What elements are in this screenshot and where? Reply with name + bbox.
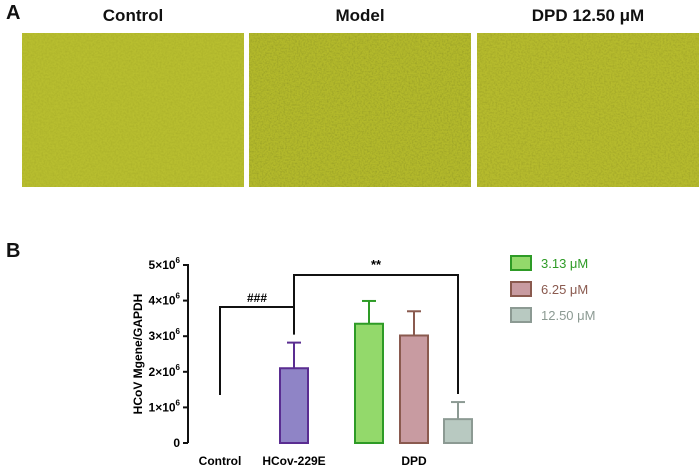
x-label-control: Control [199,454,242,468]
image-title-dpd: DPD 12.50 μM [531,6,645,25]
y-axis-title: HCoV Mgene/GAPDH [131,294,145,415]
image-title-model: Model [335,6,385,25]
bar-6-25-m [399,334,429,444]
legend-label: 6.25 μM [541,282,588,297]
bars [279,299,473,445]
panel-a-label: A [6,2,21,24]
y-tick-label: 2×106 [149,363,181,379]
image-title-control: Control [102,6,164,25]
bracket-control-vs-hcov [219,306,295,395]
bar-3-13-m [354,322,384,444]
legend-swatch [510,281,532,297]
y-tick-label: 1×106 [149,398,181,414]
significance-stars: ** [371,257,382,272]
legend-swatch [510,307,532,323]
legend-label: 3.13 μM [541,256,588,271]
y-tick-label: 4×106 [149,292,181,308]
micrograph-model [249,33,471,187]
x-axis-labels: Control HCov-229E DPD [199,454,427,468]
y-axis: 0 1×106 2×106 3×106 4×106 5×106 HCoV Mgene/GAP… [131,256,189,450]
bar-hcov-229e [279,367,309,445]
bar-chart: 0 1×106 2×106 3×106 4×106 5×106 HCoV Mgene/GAP… [131,255,595,468]
micrograph-control [22,33,244,187]
micrograph-dpd [477,33,699,187]
legend-label: 12.50 μM [541,308,595,323]
legend-swatch [510,255,532,271]
bracket-hcov-vs-dpd [293,274,459,395]
x-label-hcov-229e: HCov-229E [262,454,325,468]
x-label-dpd: DPD [401,454,427,468]
significance-hash: ### [247,291,267,305]
y-tick-label: 5×106 [149,256,181,272]
y-tick-label: 3×106 [149,327,181,343]
legend: 3.13 μM 6.25 μM 12.50 μM [510,255,595,323]
bar-12-50-m [443,418,473,444]
panel-b-label: B [6,240,21,262]
significance-brackets: ### ** [219,257,459,395]
y-tick-label: 0 [173,436,180,450]
